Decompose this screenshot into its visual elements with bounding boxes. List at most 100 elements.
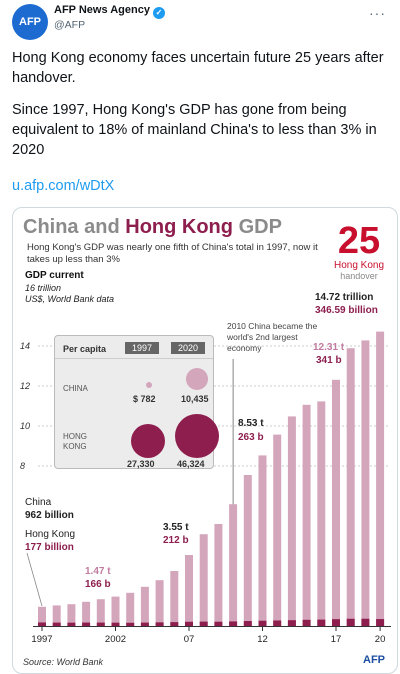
unit-line-2: US$, World Bank data — [25, 294, 115, 304]
bar-china — [111, 596, 120, 626]
x-tick-label: 2002 — [105, 634, 126, 645]
leader-1997 — [26, 552, 43, 607]
annotation-2007-hk: 212 b — [163, 535, 189, 546]
bar-china — [317, 401, 326, 626]
anniversary-badge: 25 Hong Kong handover — [329, 222, 389, 281]
anniversary-line-2: handover — [340, 271, 378, 281]
bar-hong-kong — [199, 621, 208, 626]
china-1997-bubble — [146, 382, 152, 388]
bar-hong-kong — [229, 621, 238, 626]
afp-avatar[interactable]: AFP — [12, 4, 48, 40]
title-hong-kong: Hong Kong — [125, 216, 233, 238]
bar-china — [199, 534, 208, 626]
per-capita-hk-1997: 27,330 — [127, 459, 155, 469]
bar-hong-kong — [332, 619, 340, 626]
per-capita-panel: Per capita 1997 2020 CHINA HONG KONG $ 7… — [54, 335, 219, 469]
per-capita-china-2020: 10,435 — [181, 394, 209, 404]
bar-hong-kong — [52, 622, 61, 626]
y-tick-label: 10 — [20, 421, 30, 431]
bar-hong-kong — [214, 621, 223, 626]
note-2010: 2010 China became the world's 2nd larges… — [227, 321, 318, 353]
bar-china — [67, 604, 76, 626]
bar-hong-kong — [258, 620, 267, 626]
tweet-link[interactable]: u.afp.com/wDtX — [12, 178, 115, 194]
verified-badge-icon: ✓ — [152, 7, 165, 19]
bar-china — [287, 416, 296, 626]
afp-logo: AFP — [363, 654, 385, 666]
infographic-image[interactable]: 8 10 12 14 1997 2002 07 12 17 20 China and Hong K… — [12, 207, 398, 674]
annotation-2017-hk: 341 b — [316, 355, 342, 366]
bar-china — [140, 586, 149, 626]
per-capita-china-1997: $ 782 — [133, 394, 156, 404]
bar-china — [126, 592, 135, 626]
bar-hong-kong — [302, 619, 311, 626]
divider — [55, 358, 213, 359]
per-capita-hk-2020: 46,324 — [177, 459, 205, 469]
bar-china — [258, 455, 267, 626]
tweet-headline: Hong Kong economy faces uncertain future… — [12, 50, 384, 86]
y-tick-label: 14 — [20, 341, 30, 351]
annotation-2017-china: 12.31 t — [313, 342, 345, 353]
bar-hong-kong — [287, 620, 296, 626]
annotation-2020-china: 14.72 trillion — [315, 292, 374, 303]
per-capita-year-1997: 1997 — [125, 342, 159, 354]
bar-hong-kong — [126, 622, 135, 626]
bar-hong-kong — [67, 622, 76, 626]
bar-hong-kong — [346, 618, 355, 626]
hk-1997-bubble — [131, 424, 165, 458]
bar-hong-kong — [243, 621, 252, 626]
bar-hong-kong — [170, 622, 179, 626]
bar-china — [155, 580, 164, 626]
y-tick-label: 8 — [20, 461, 25, 471]
bar-china — [96, 599, 105, 626]
author-handle[interactable]: @AFP — [54, 19, 86, 31]
more-options-icon[interactable]: ··· — [369, 5, 386, 21]
china-2020-bubble — [186, 368, 208, 390]
bar-china — [185, 555, 193, 626]
bar-hong-kong — [361, 618, 370, 626]
chart-subtitle: Hong Kong's GDP was nearly one fifth of … — [27, 242, 318, 265]
unit-line-1: 16 trillion — [25, 283, 62, 293]
bar-china — [376, 331, 385, 626]
tweet-body: Since 1997, Hong Kong's GDP has gone fro… — [12, 102, 377, 158]
annotation-2020-hk: 346.59 billion — [315, 305, 378, 316]
bar-china — [82, 601, 91, 626]
bar-hong-kong — [96, 622, 105, 626]
x-tick-label: 12 — [257, 634, 268, 645]
annotation-2002-china: 1.47 t — [85, 566, 111, 577]
author-name-text[interactable]: AFP News Agency — [54, 4, 150, 16]
bar-china — [229, 504, 238, 626]
tweet-header: AFP AFP News Agency ✓ @AFP ··· — [0, 0, 400, 40]
anniversary-line-1: Hong Kong — [333, 260, 385, 271]
bar-china — [38, 606, 46, 626]
annotation-1997-china-label: China — [25, 497, 52, 508]
annotation-2002-hk: 166 b — [85, 579, 111, 590]
annotation-1997-hk-value: 177 billion — [25, 542, 74, 553]
title-china: China — [23, 216, 79, 238]
unit-label: 16 trillion US$, World Bank data — [25, 283, 114, 305]
per-capita-hk-label: HONG KONG — [63, 432, 87, 451]
bar-china — [346, 348, 355, 626]
bar-china — [170, 571, 179, 626]
hk-2020-bubble — [175, 414, 219, 458]
bar-hong-kong — [155, 622, 164, 626]
bar-hong-kong — [185, 621, 193, 626]
per-capita-title: Per capita — [63, 344, 107, 354]
bar-china — [52, 605, 61, 626]
x-tick-label: 1997 — [31, 634, 52, 645]
bar-hong-kong — [376, 619, 385, 626]
bar-china — [243, 475, 252, 626]
bar-hong-kong — [140, 622, 149, 626]
bar-hong-kong — [317, 619, 326, 626]
annotation-2012-hk: 263 b — [238, 432, 264, 443]
bar-china — [332, 379, 340, 626]
per-capita-china-label: CHINA — [63, 384, 88, 393]
gdp-bar-chart: 8 10 12 14 1997 2002 07 12 17 20 — [20, 331, 391, 645]
per-capita-year-2020: 2020 — [171, 342, 205, 354]
author-name[interactable]: AFP News Agency ✓ — [54, 4, 165, 19]
title-gdp: GDP — [238, 216, 282, 238]
annotation-1997-hk-label: Hong Kong — [25, 529, 76, 540]
annotation-2007-china: 3.55 t — [163, 522, 189, 533]
bar-china — [302, 404, 311, 626]
bar-hong-kong — [82, 622, 91, 626]
